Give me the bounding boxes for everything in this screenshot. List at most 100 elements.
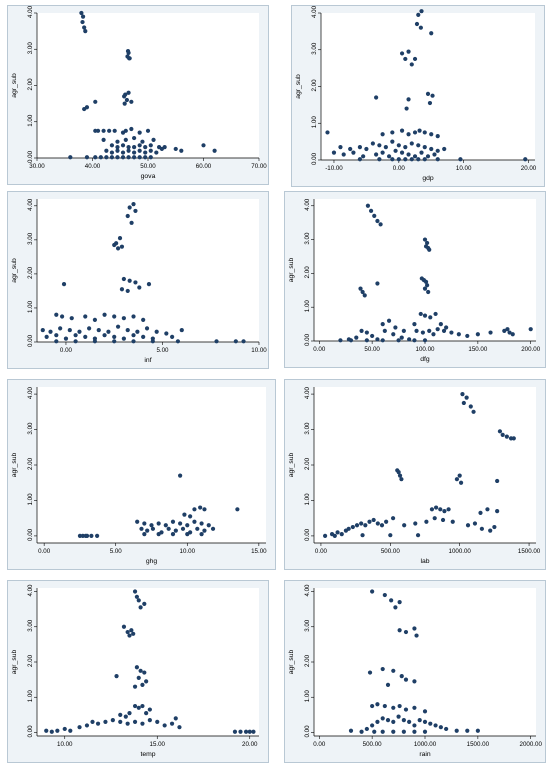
data-point (89, 533, 94, 539)
data-point (412, 626, 417, 631)
data-point (132, 684, 138, 689)
data-point (367, 519, 372, 524)
data-point (485, 507, 490, 512)
y-axis-title: agr_sub (11, 73, 18, 98)
data-point (475, 728, 480, 733)
data-point (159, 146, 164, 152)
data-point (134, 665, 139, 670)
data-point (87, 326, 92, 331)
x-tick-label: 1500.00 (518, 548, 541, 555)
data-point (389, 598, 394, 603)
data-point (44, 334, 49, 339)
x-tick-label: 500.00 (363, 741, 382, 748)
data-point (375, 337, 380, 342)
data-point (418, 311, 423, 317)
data-point (123, 128, 128, 133)
scatter-panel-dfg: 0.00 1.00 2.00 3.00 4.00 0.00 50.00 100.00 150.0… (284, 191, 546, 368)
data-point (397, 628, 402, 633)
data-point (393, 325, 398, 330)
y-tick-label: 1.00 (27, 690, 34, 703)
data-point (422, 157, 427, 162)
data-point (131, 333, 136, 338)
data-point (502, 328, 507, 333)
data-point (367, 670, 373, 675)
data-point (341, 152, 346, 157)
data-point (199, 532, 204, 537)
data-point (403, 677, 409, 682)
data-point (372, 729, 377, 734)
x-tick-label: 2000.00 (520, 741, 543, 748)
data-point (511, 436, 516, 441)
data-point (127, 710, 132, 716)
data-point (202, 528, 207, 533)
data-point (465, 333, 470, 339)
data-point (112, 314, 117, 319)
data-point (151, 137, 156, 142)
data-point (391, 332, 396, 337)
data-point (457, 473, 462, 478)
data-point (202, 507, 207, 512)
data-point (444, 325, 449, 330)
data-point (422, 237, 428, 242)
data-point (95, 128, 101, 133)
data-point (429, 146, 434, 152)
data-point (414, 633, 419, 638)
data-point (102, 312, 107, 317)
data-point (54, 333, 59, 338)
x-tick-label: 15.00 (251, 548, 267, 555)
data-point (412, 723, 417, 728)
data-point (409, 141, 414, 146)
data-point (425, 91, 431, 96)
data-point (435, 157, 440, 162)
y-tick-label: 0.00 (304, 725, 311, 738)
data-point (241, 339, 246, 344)
data-point (169, 721, 175, 726)
data-point (115, 155, 120, 160)
data-point (155, 719, 160, 725)
data-point (131, 339, 136, 344)
data-point (391, 719, 396, 725)
data-point (354, 335, 359, 340)
data-point (112, 128, 117, 133)
x-tick-label: 200.00 (521, 346, 540, 353)
data-point (380, 716, 385, 721)
data-point (461, 400, 466, 406)
data-point (109, 150, 115, 155)
scatter-svg: 0.00 1.00 2.00 3.00 4.00 0.00 5.00 10.00 inf agr_… (7, 191, 269, 369)
data-point (117, 236, 123, 241)
data-point (122, 101, 127, 106)
y-tick-label: 1.00 (27, 493, 34, 506)
data-point (201, 143, 206, 148)
y-tick-label: 1.00 (304, 690, 311, 703)
data-point (444, 726, 449, 732)
data-point (464, 395, 469, 400)
data-point (95, 721, 101, 726)
data-point (380, 338, 385, 343)
y-tick-label: 1.00 (27, 114, 34, 127)
data-point (465, 523, 471, 528)
data-point (84, 155, 90, 160)
data-point (166, 526, 171, 531)
data-point (54, 312, 59, 317)
data-point (409, 62, 414, 67)
data-point (170, 519, 176, 524)
data-point (396, 714, 401, 719)
data-point (127, 205, 132, 210)
data-point (331, 150, 337, 155)
data-point (58, 326, 63, 331)
data-point (420, 330, 425, 335)
plot-area (37, 199, 259, 342)
y-tick-label: 2.00 (304, 266, 311, 279)
data-point (382, 703, 387, 709)
data-point (92, 339, 98, 344)
data-point (396, 143, 401, 148)
data-point (148, 148, 153, 153)
data-point (144, 679, 149, 684)
data-point (59, 314, 65, 319)
x-tick-label: 10.00 (251, 347, 267, 354)
data-point (185, 523, 190, 528)
data-point (49, 729, 54, 734)
data-point (348, 146, 353, 152)
data-point (454, 477, 460, 482)
data-point (147, 707, 152, 712)
